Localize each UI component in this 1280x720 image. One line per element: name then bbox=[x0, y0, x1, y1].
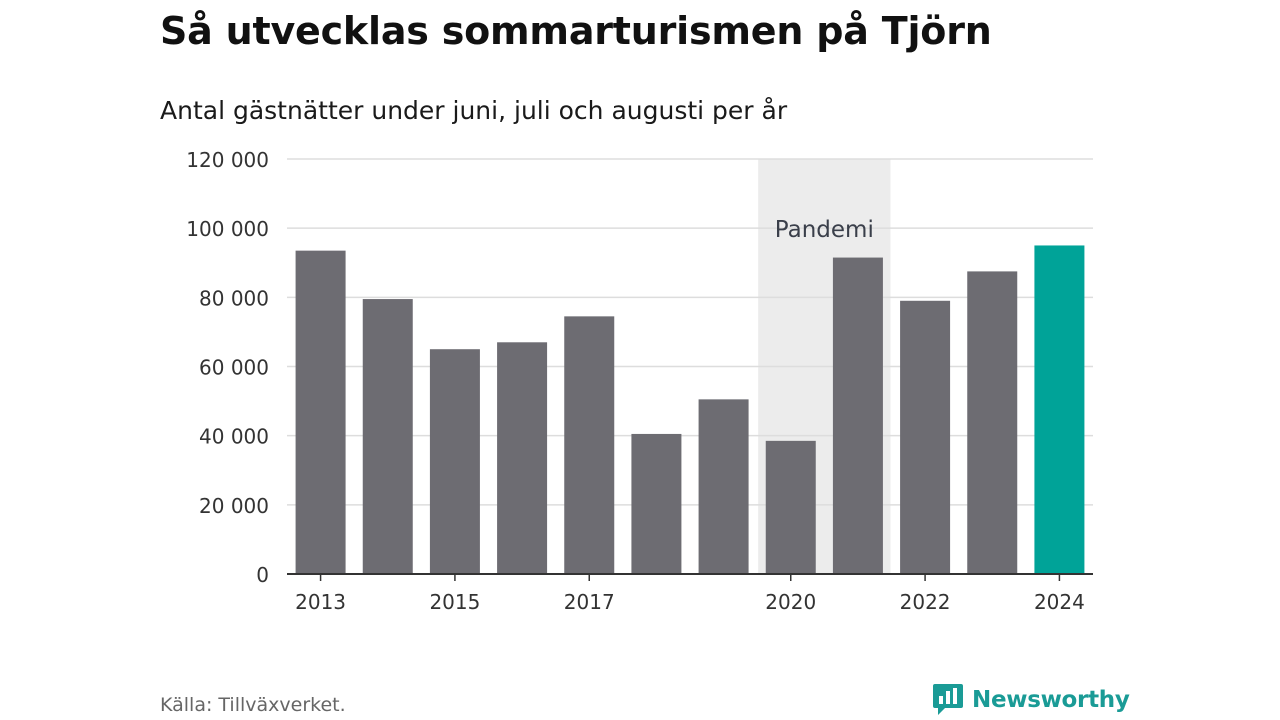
bar-2014 bbox=[362, 299, 413, 574]
bar-2021 bbox=[832, 257, 883, 574]
y-tick-label: 80 000 bbox=[199, 286, 269, 310]
bar-2016 bbox=[497, 342, 548, 574]
x-tick-label: 2013 bbox=[295, 590, 346, 614]
gridlines bbox=[287, 158, 1093, 506]
x-tick-label: 2017 bbox=[564, 590, 615, 614]
bar-2020 bbox=[765, 440, 816, 574]
x-tick-label: 2015 bbox=[429, 590, 480, 614]
bar-2022 bbox=[900, 300, 951, 574]
bar-2023 bbox=[967, 271, 1018, 574]
y-tick-label: 60 000 bbox=[199, 356, 269, 380]
newsworthy-logo-text: Newsworthy bbox=[972, 687, 1130, 713]
pandemic-label: Pandemi bbox=[775, 217, 874, 243]
y-tick-label: 100 000 bbox=[186, 217, 269, 241]
y-axis-tick-labels: 0 20 000 40 000 60 000 80 000 100 000 120 000 bbox=[186, 148, 269, 587]
y-tick-label: 40 000 bbox=[199, 425, 269, 449]
annotations: Pandemi bbox=[775, 217, 874, 243]
bar-2018 bbox=[631, 433, 682, 574]
bar-2019 bbox=[698, 399, 749, 574]
bars bbox=[295, 245, 1085, 575]
bar-2015 bbox=[429, 349, 480, 574]
x-tick-label: 2022 bbox=[900, 590, 951, 614]
bar-2024 bbox=[1034, 245, 1085, 575]
newsworthy-logo[interactable]: Newsworthy bbox=[932, 683, 1130, 717]
bar-2013 bbox=[295, 250, 346, 575]
x-tick-label: 2024 bbox=[1034, 590, 1085, 614]
newsworthy-logo-icon bbox=[933, 684, 963, 715]
chart-subtitle: Antal gästnätter under juni, juli och au… bbox=[160, 96, 788, 125]
x-tick-label: 2020 bbox=[765, 590, 816, 614]
y-tick-label: 0 bbox=[256, 563, 269, 587]
y-tick-label: 20 000 bbox=[199, 494, 269, 518]
chart-title: Så utvecklas sommarturismen på Tjörn bbox=[160, 9, 992, 53]
y-tick-label: 120 000 bbox=[186, 148, 269, 172]
x-axis-tick-labels: 2013 2015 2017 2020 2022 2024 bbox=[295, 590, 1085, 614]
bar-2017 bbox=[564, 316, 615, 574]
source-note: Källa: Tillväxverket. bbox=[160, 694, 346, 716]
x-axis bbox=[287, 573, 1093, 581]
